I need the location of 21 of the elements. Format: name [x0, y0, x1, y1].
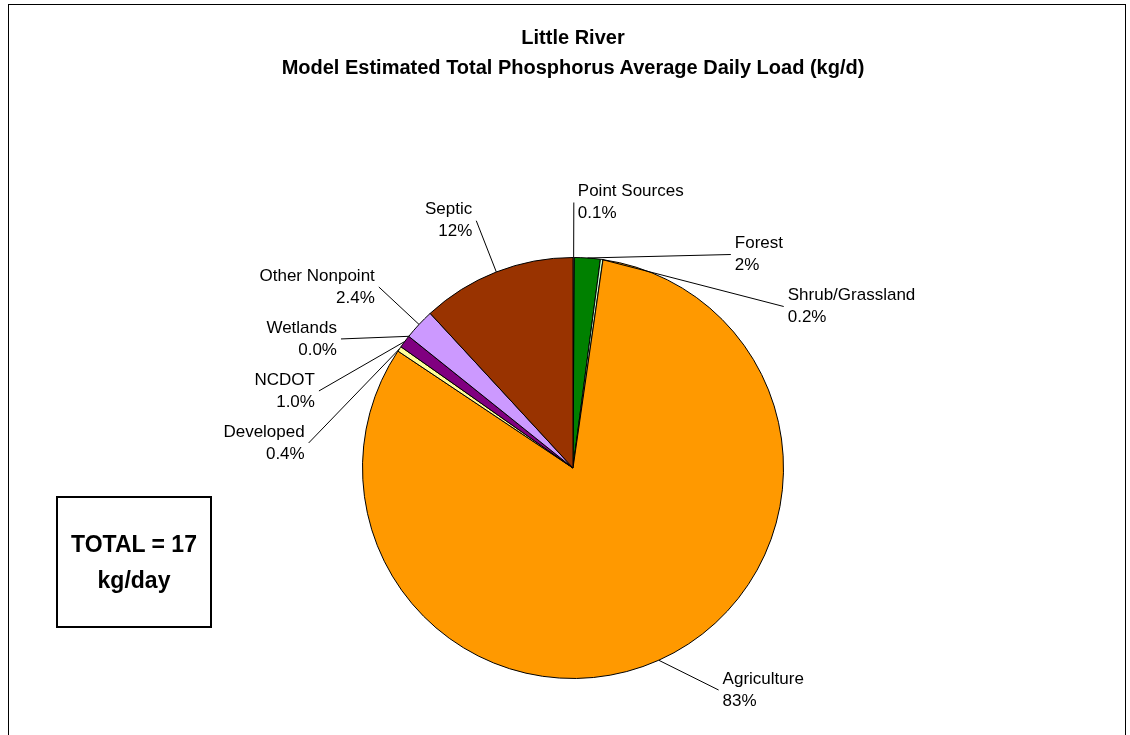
- data-label: 0.4%: [265, 443, 305, 463]
- chart-subtitle: Model Estimated Total Phosphorus Average Daily Load (kg/d): [281, 55, 865, 78]
- data-label: 0.1%: [577, 203, 617, 223]
- slice-label: Forest: [734, 233, 784, 253]
- data-label: 2.4%: [336, 287, 375, 307]
- slice-label: Shrub/Grassland: [787, 285, 916, 305]
- slice-label: NCDOT: [254, 369, 315, 389]
- slice-label: Developed: [223, 421, 305, 441]
- slice-label: Other Nonpoint: [259, 265, 376, 285]
- chart-title: Little River: [521, 25, 625, 48]
- legend-label: Wetlands: [266, 317, 337, 337]
- data-label: 12%: [438, 221, 473, 241]
- slice-label: Septic: [425, 199, 473, 219]
- slice-label: Agriculture: [722, 668, 804, 688]
- text: 0.0%: [298, 339, 337, 359]
- data-label: 1.0%: [276, 391, 315, 411]
- data-label: 83%: [722, 690, 757, 710]
- slice-label: Point Sources: [577, 181, 684, 201]
- text: TOTAL = 17 kg/day: [56, 496, 212, 628]
- data-label: 0.2%: [787, 307, 827, 327]
- data-label: 2%: [734, 255, 760, 275]
